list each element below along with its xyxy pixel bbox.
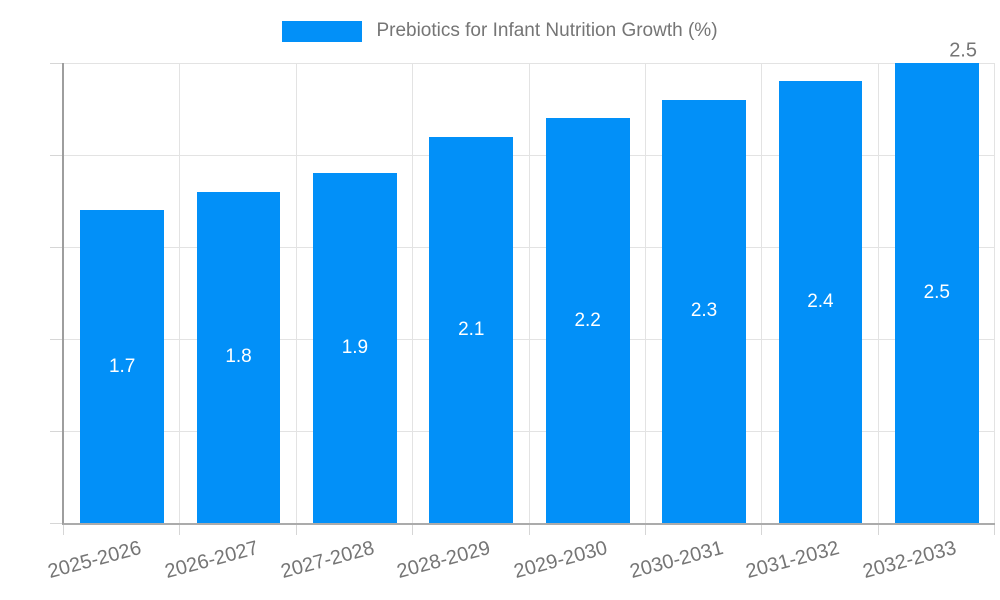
y-tick-label: 2.5	[949, 39, 977, 62]
gridline-vertical	[761, 63, 763, 523]
gridline-vertical	[412, 63, 414, 523]
bar: 2.3	[662, 99, 746, 523]
gridline-vertical	[295, 63, 297, 523]
gridline-horizontal	[64, 431, 995, 432]
bar-slot: 2.4	[762, 63, 878, 523]
legend-label: Prebiotics for Infant Nutrition Growth (…	[376, 20, 718, 41]
bar-value-label: 2.1	[458, 318, 485, 340]
gridline-vertical	[644, 63, 646, 523]
bar-slot: 2.1	[413, 63, 529, 523]
bar-slot: 1.8	[180, 63, 296, 523]
y-axis-tick	[50, 155, 62, 156]
gridline-horizontal	[64, 63, 995, 64]
bar-slot: 2.3	[646, 63, 762, 523]
gridline-vertical	[528, 63, 530, 523]
x-axis-tick	[63, 525, 64, 535]
x-tick-label: 2029-2030	[511, 537, 610, 584]
x-tick-label: 2031-2032	[744, 537, 843, 584]
y-axis-tick	[50, 247, 62, 248]
bar-value-label: 1.9	[341, 337, 369, 359]
x-tick-label: 2026-2027	[162, 537, 261, 584]
bar-value-label: 1.8	[225, 346, 252, 368]
bar-value-label: 2.5	[923, 282, 950, 303]
x-tick-label: 2032-2033	[860, 537, 959, 584]
bar-value-label: 1.7	[108, 355, 136, 377]
y-axis-tick	[50, 339, 62, 340]
bar-slot: 1.7	[64, 63, 180, 523]
bar-value-label: 2.2	[574, 309, 601, 331]
y-axis-tick	[50, 431, 62, 432]
x-axis-tick	[994, 525, 995, 535]
bar-slot: 1.9	[297, 63, 413, 523]
x-axis-tick	[761, 525, 763, 535]
bar-value-label: 2.4	[807, 291, 834, 313]
x-tick-label: 2030-2031	[627, 537, 726, 584]
x-axis-tick	[295, 525, 297, 535]
x-axis-tick	[644, 525, 646, 535]
gridline-horizontal	[64, 155, 995, 156]
bar: 1.7	[80, 210, 165, 523]
gridline-vertical	[179, 63, 181, 523]
bar: 1.8	[196, 191, 281, 523]
y-axis-tick	[50, 63, 62, 64]
gridline-vertical	[877, 63, 879, 523]
gridline-vertical	[994, 63, 995, 523]
x-axis-tick	[528, 525, 530, 535]
bar-slot: 2.2	[530, 63, 646, 523]
x-axis-labels: 2025-2026 2026-2027 2027-2028 2028-2029 2029…	[46, 523, 995, 598]
bar: 2.4	[778, 81, 863, 523]
bar: 2.1	[429, 136, 514, 523]
gridline-horizontal	[64, 247, 995, 248]
x-tick-label: 2028-2029	[394, 537, 494, 584]
bar: 1.9	[313, 173, 397, 523]
bar: 2.2	[545, 118, 630, 523]
bar-slot: 2.5	[879, 63, 995, 523]
plot-area: 2025-2026 2026-2027 2027-2028 2028-2029 2029…	[46, 40, 995, 583]
gridline-horizontal	[64, 339, 995, 340]
x-tick-label: 2025-2026	[45, 537, 144, 584]
x-axis-tick	[412, 525, 414, 535]
x-tick-label: 2027-2028	[278, 537, 377, 584]
bar: 2.5	[894, 63, 979, 523]
legend-swatch	[282, 20, 363, 42]
x-axis-tick	[179, 525, 181, 535]
x-axis-tick	[877, 525, 879, 535]
y-axis-tick	[50, 523, 62, 524]
legend: Prebiotics for Infant Nutrition Growth (…	[0, 20, 1000, 42]
bar-value-label: 2.3	[690, 300, 718, 322]
